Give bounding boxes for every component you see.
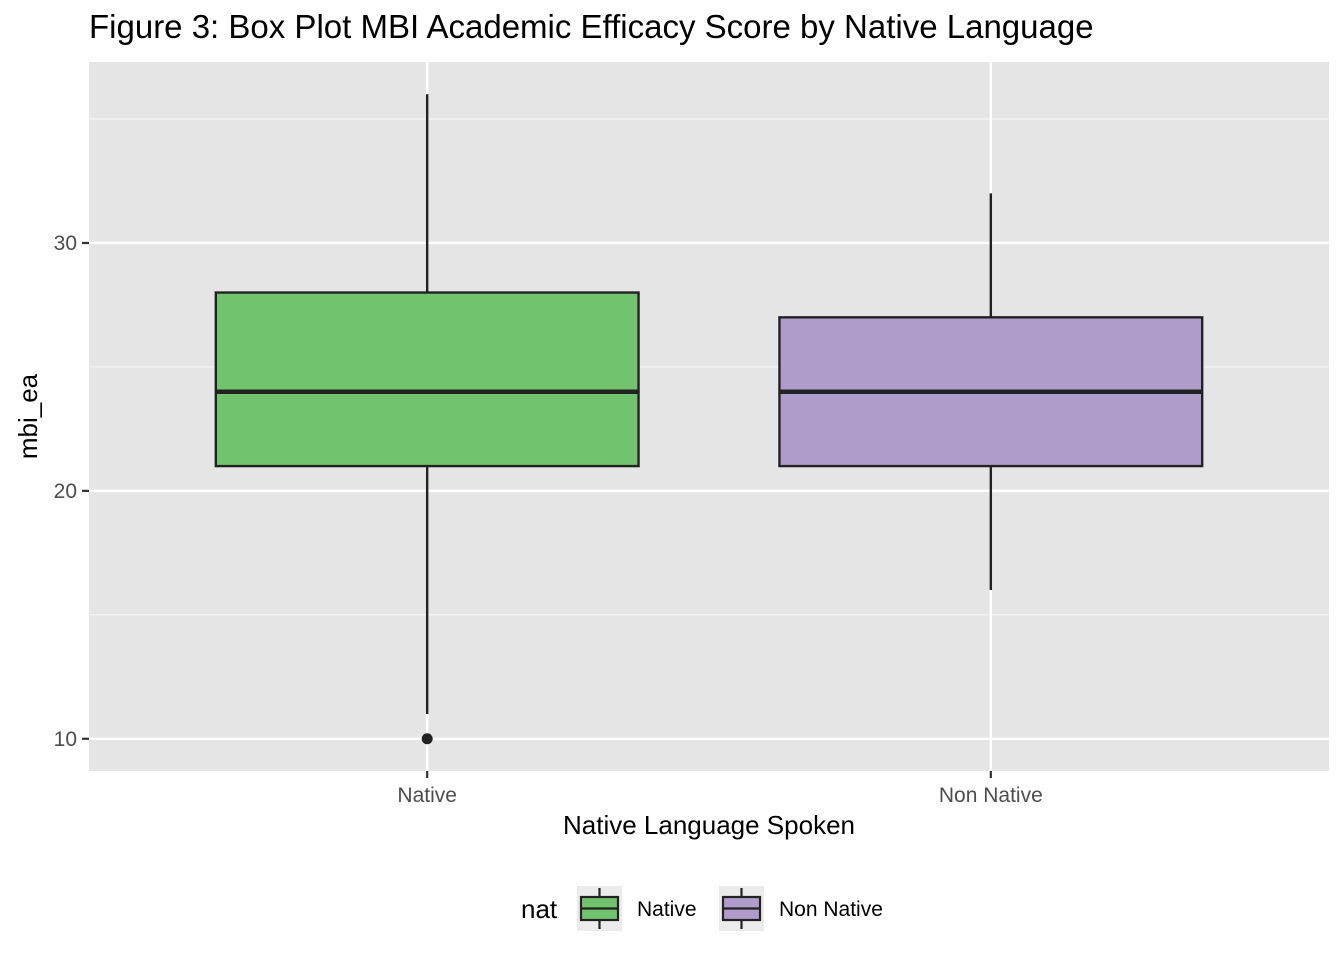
box-series	[214, 94, 1204, 745]
box-iqr	[214, 291, 640, 468]
box-non-native	[778, 193, 1204, 591]
legend: nat Native Non Native	[521, 886, 883, 931]
box-native	[214, 94, 640, 745]
y-tick-label: 10	[54, 728, 77, 751]
legend-key-non-native	[719, 886, 764, 931]
x-tick-label: Non Native	[939, 784, 1043, 807]
legend-title: nat	[521, 894, 558, 924]
outlier-point	[421, 733, 433, 745]
y-axis: 10 20 30	[54, 232, 89, 751]
legend-label: Native	[637, 898, 697, 921]
y-axis-title: mbi_ea	[13, 373, 43, 459]
chart-title: Figure 3: Box Plot MBI Academic Efficacy…	[89, 8, 1094, 45]
x-axis: Native Non Native	[397, 771, 1043, 807]
x-axis-title: Native Language Spoken	[563, 810, 855, 840]
y-tick-label: 20	[54, 480, 77, 503]
x-tick-label: Native	[397, 784, 457, 807]
legend-label: Non Native	[779, 898, 883, 921]
legend-key-native	[577, 886, 622, 931]
y-tick-label: 30	[54, 232, 77, 255]
